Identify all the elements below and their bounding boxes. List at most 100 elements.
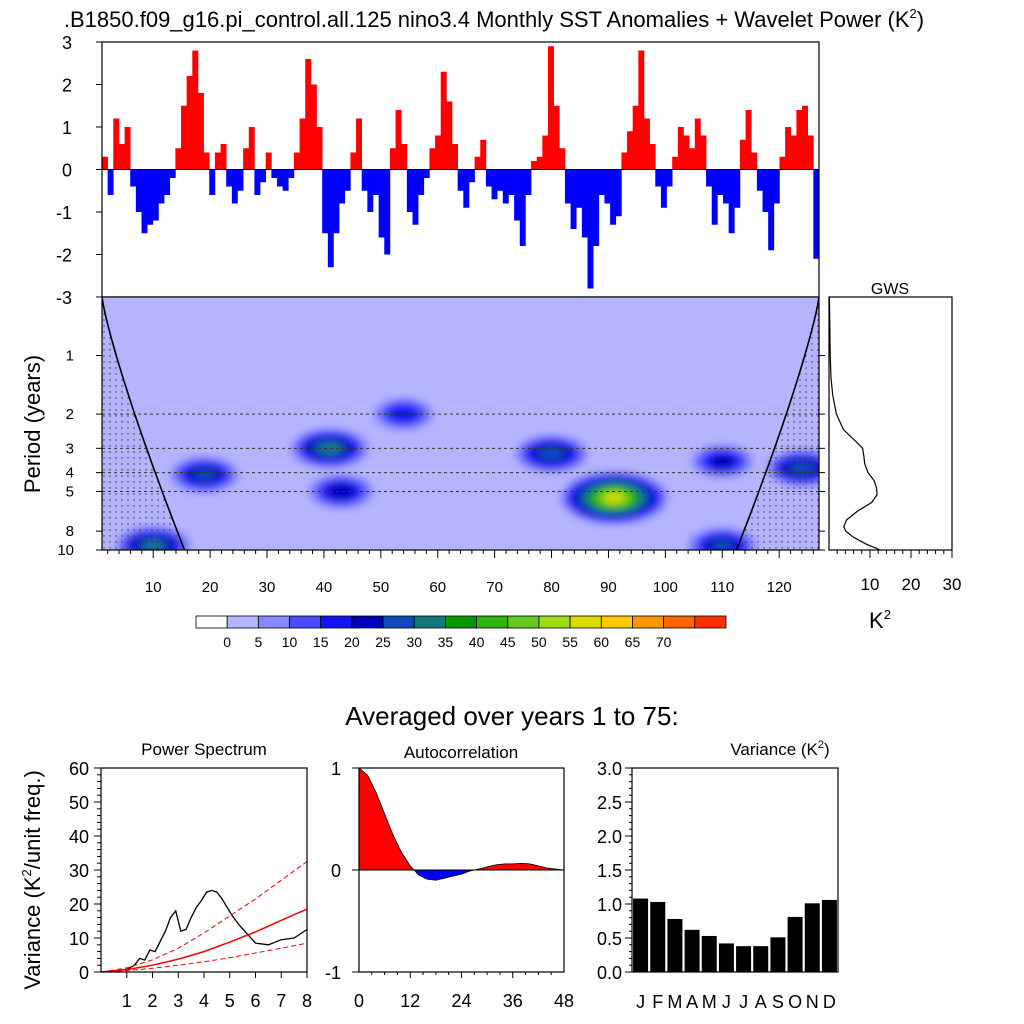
sst-bar bbox=[660, 169, 667, 208]
main-title-close: ) bbox=[917, 7, 924, 32]
sst-bar bbox=[694, 118, 701, 170]
power-spectrum-axes: 0 10 20 30 40 50 60 1 2 3 4 5 6 7 8 bbox=[69, 759, 312, 1011]
sst-bars bbox=[102, 46, 819, 289]
variance-bar bbox=[804, 903, 820, 972]
sst-bar bbox=[564, 169, 571, 204]
colorbar-label: 35 bbox=[438, 634, 454, 650]
ps-ytick-label: 30 bbox=[69, 861, 89, 881]
gws-xtick-label: 30 bbox=[943, 575, 962, 594]
sst-bar bbox=[531, 161, 538, 170]
sst-bar bbox=[237, 169, 244, 191]
var-ytick-label: 1.5 bbox=[597, 861, 622, 881]
sst-bar bbox=[559, 148, 566, 170]
colorbar-label: 55 bbox=[562, 634, 578, 650]
sst-bar bbox=[485, 169, 492, 187]
sst-bar bbox=[124, 127, 131, 170]
variance-bar bbox=[701, 935, 717, 972]
sst-bar bbox=[197, 93, 204, 170]
autocorrelation-positive bbox=[359, 768, 564, 870]
ac-ytick-label: -1 bbox=[325, 963, 341, 983]
sst-bar bbox=[265, 152, 272, 170]
variance-bar bbox=[821, 899, 837, 972]
ac-xtick-label: 48 bbox=[554, 991, 574, 1011]
wavelet-ylabel: Period (years) bbox=[20, 355, 45, 493]
sst-ytick-label: -1 bbox=[56, 203, 72, 223]
sst-bar bbox=[214, 152, 221, 170]
wavelet-contour bbox=[319, 443, 340, 454]
wavelet-ytick-label: 1 bbox=[66, 348, 74, 365]
gws-panel: GWS 10 20 30 K2 bbox=[828, 281, 962, 633]
wavelet-ytick-label: 10 bbox=[57, 542, 74, 559]
var-ytick-label: 1.0 bbox=[597, 895, 622, 915]
sst-bar bbox=[395, 110, 402, 170]
sst-bar bbox=[570, 169, 577, 229]
wavelet-xtick-label: 40 bbox=[316, 579, 333, 596]
var-xtick-label: M bbox=[667, 992, 682, 1012]
gws-xtick-label: 20 bbox=[902, 575, 921, 594]
sst-bar bbox=[209, 169, 216, 195]
ps-ytick-label: 60 bbox=[69, 759, 89, 779]
ps-xtick-label: 3 bbox=[173, 991, 183, 1011]
sst-bar bbox=[598, 169, 605, 195]
wavelet-contour bbox=[541, 448, 562, 460]
colorbar-label: 10 bbox=[282, 634, 298, 650]
sst-bar bbox=[768, 169, 775, 251]
autocorrelation-panel: Autocorrelation 1 0 -1 0 12 24 36 48 bbox=[325, 743, 574, 1011]
sst-bar bbox=[401, 144, 408, 170]
var-ytick-label: 3.0 bbox=[597, 759, 622, 779]
sst-bar bbox=[231, 169, 238, 204]
sst-bar bbox=[446, 101, 453, 170]
sst-bar bbox=[700, 135, 707, 170]
wavelet-xtick-label: 100 bbox=[653, 579, 678, 596]
sst-bar bbox=[384, 169, 391, 255]
ps-xtick-label: 2 bbox=[147, 991, 157, 1011]
ac-ytick-label: 0 bbox=[331, 861, 341, 881]
colorbar-swatch bbox=[663, 615, 696, 629]
variance-title-sup: 2 bbox=[818, 739, 824, 751]
autocorrelation-line bbox=[358, 767, 565, 881]
sst-ytick-label: -2 bbox=[56, 246, 72, 266]
variance-axes: 3.02.52.01.51.00.50.0J F M A M J J A S O N D bbox=[597, 759, 836, 1012]
var-ytick-label: 2.0 bbox=[597, 827, 622, 847]
sst-bar bbox=[452, 144, 458, 170]
autocorrelation-axes: 1 0 -1 0 12 24 36 48 bbox=[325, 759, 574, 1011]
ac-xtick-label: 36 bbox=[503, 991, 523, 1011]
sst-bar bbox=[310, 84, 317, 170]
gws-x-axis: 10 20 30 bbox=[836, 550, 962, 594]
ps-ytick-label: 0 bbox=[79, 963, 89, 983]
wavelet-xtick-label: 110 bbox=[710, 579, 734, 596]
wavelet-contour bbox=[329, 485, 353, 498]
sst-bar bbox=[519, 169, 526, 246]
wavelet-y-axis: 1 2 3 45 8 10 bbox=[57, 348, 825, 559]
cone-of-influence-right bbox=[735, 297, 819, 550]
sst-bar bbox=[666, 169, 673, 187]
gws-frame bbox=[828, 296, 953, 551]
sst-y-axis: 3 2 1 0 -1 -2 -3 bbox=[56, 33, 102, 308]
variance-bar bbox=[718, 943, 734, 972]
sst-bar bbox=[361, 169, 368, 191]
sst-bar bbox=[118, 144, 125, 170]
wavelet-contour bbox=[711, 540, 733, 550]
sst-bar bbox=[463, 169, 470, 208]
colorbar-label: 40 bbox=[469, 634, 485, 650]
sst-bar bbox=[260, 169, 267, 183]
wavelet-xtick-label: 30 bbox=[259, 579, 276, 596]
colorbar-swatch bbox=[226, 615, 259, 629]
main-title-sup: 2 bbox=[910, 6, 917, 21]
sst-bar bbox=[316, 127, 323, 170]
power-spectrum-series bbox=[100, 889, 308, 973]
sst-bar bbox=[525, 169, 532, 195]
ac-xtick-label: 0 bbox=[354, 991, 364, 1011]
sst-bar bbox=[689, 148, 696, 170]
sst-bar bbox=[378, 169, 385, 238]
sst-bar bbox=[514, 169, 521, 221]
colorbar-swatch bbox=[569, 615, 602, 629]
sst-panel: 3 2 1 0 -1 -2 -3 bbox=[56, 33, 820, 308]
sst-bar bbox=[333, 169, 340, 234]
var-xtick-label: D bbox=[823, 992, 836, 1012]
wavelet-x-axis: 10 20 30 40 50 60 70 80 90 100 110 120 bbox=[107, 550, 814, 596]
sst-bar bbox=[372, 169, 379, 195]
sst-bar bbox=[581, 169, 588, 238]
colorbar-swatch bbox=[600, 615, 633, 629]
sst-bar bbox=[615, 169, 622, 217]
